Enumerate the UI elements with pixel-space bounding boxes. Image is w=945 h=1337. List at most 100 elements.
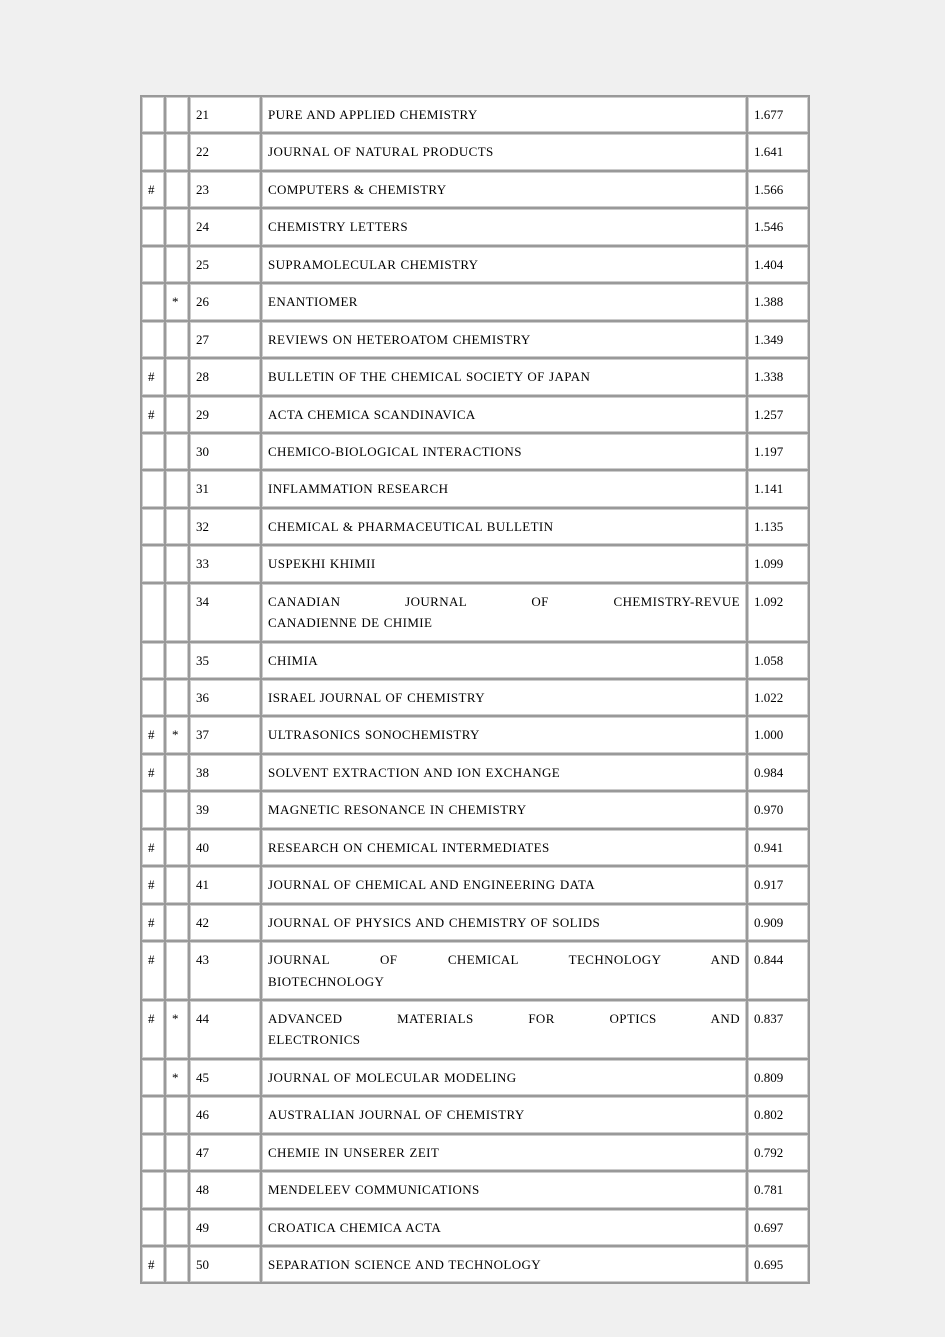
table-row: 25SUPRAMOLECULAR CHEMISTRY1.404 xyxy=(142,247,808,282)
flag1-cell xyxy=(142,584,164,641)
title-line2: BIOTECHNOLOGY xyxy=(268,971,740,992)
table-row: 48MENDELEEV COMMUNICATIONS0.781 xyxy=(142,1172,808,1207)
rank-cell: 26 xyxy=(190,284,260,319)
flag2-cell xyxy=(166,97,188,132)
table-row: 30CHEMICO-BIOLOGICAL INTERACTIONS1.197 xyxy=(142,434,808,469)
impact-cell: 0.917 xyxy=(748,867,808,902)
table-row: 47CHEMIE IN UNSERER ZEIT0.792 xyxy=(142,1135,808,1170)
table-row: # 40RESEARCH ON CHEMICAL INTERMEDIATES0.… xyxy=(142,830,808,865)
flag2-cell xyxy=(166,942,188,999)
flag1-cell: # xyxy=(142,867,164,902)
title-cell: SUPRAMOLECULAR CHEMISTRY xyxy=(262,247,746,282)
rank-cell: 46 xyxy=(190,1097,260,1132)
table-row: 32CHEMICAL & PHARMACEUTICAL BULLETIN1.13… xyxy=(142,509,808,544)
table-row: 27REVIEWS ON HETEROATOM CHEMISTRY1.349 xyxy=(142,322,808,357)
table-row: 21PURE AND APPLIED CHEMISTRY1.677 xyxy=(142,97,808,132)
flag2-cell xyxy=(166,584,188,641)
table-row: 34CANADIAN JOURNAL OF CHEMISTRY-REVUECAN… xyxy=(142,584,808,641)
flag1-cell xyxy=(142,1172,164,1207)
title-cell: RESEARCH ON CHEMICAL INTERMEDIATES xyxy=(262,830,746,865)
table-row: 24CHEMISTRY LETTERS1.546 xyxy=(142,209,808,244)
flag1-cell: # xyxy=(142,1001,164,1058)
flag2-cell xyxy=(166,322,188,357)
rank-cell: 50 xyxy=(190,1247,260,1282)
impact-cell: 0.837 xyxy=(748,1001,808,1058)
table-row: # 42JOURNAL OF PHYSICS AND CHEMISTRY OF … xyxy=(142,905,808,940)
title-cell: USPEKHI KHIMII xyxy=(262,546,746,581)
flag1-cell xyxy=(142,1210,164,1245)
impact-cell: 1.099 xyxy=(748,546,808,581)
title-line2: CANADIENNE DE CHIMIE xyxy=(268,612,740,633)
title-cell: CHEMIE IN UNSERER ZEIT xyxy=(262,1135,746,1170)
title-cell: ULTRASONICS SONOCHEMISTRY xyxy=(262,717,746,752)
title-cell: JOURNAL OF CHEMICAL TECHNOLOGY ANDBIOTEC… xyxy=(262,942,746,999)
impact-cell: 1.338 xyxy=(748,359,808,394)
table-row: # 23COMPUTERS & CHEMISTRY1.566 xyxy=(142,172,808,207)
title-line1: ADVANCED MATERIALS FOR OPTICS AND xyxy=(268,1011,740,1026)
impact-cell: 1.092 xyxy=(748,584,808,641)
rank-cell: 36 xyxy=(190,680,260,715)
impact-cell: 1.546 xyxy=(748,209,808,244)
rank-cell: 41 xyxy=(190,867,260,902)
flag1-cell xyxy=(142,546,164,581)
title-cell: MENDELEEV COMMUNICATIONS xyxy=(262,1172,746,1207)
impact-cell: 0.844 xyxy=(748,942,808,999)
flag2-cell xyxy=(166,209,188,244)
title-cell: JOURNAL OF MOLECULAR MODELING xyxy=(262,1060,746,1095)
impact-cell: 1.000 xyxy=(748,717,808,752)
flag2-cell xyxy=(166,247,188,282)
rank-cell: 47 xyxy=(190,1135,260,1170)
title-cell: JOURNAL OF NATURAL PRODUCTS xyxy=(262,134,746,169)
flag1-cell xyxy=(142,284,164,319)
rank-cell: 30 xyxy=(190,434,260,469)
title-line2: ELECTRONICS xyxy=(268,1029,740,1050)
impact-cell: 0.781 xyxy=(748,1172,808,1207)
flag2-cell xyxy=(166,509,188,544)
impact-cell: 0.970 xyxy=(748,792,808,827)
title-cell: ADVANCED MATERIALS FOR OPTICS AND ELECTRO… xyxy=(262,1001,746,1058)
flag1-cell xyxy=(142,1097,164,1132)
rank-cell: 33 xyxy=(190,546,260,581)
impact-cell: 0.809 xyxy=(748,1060,808,1095)
impact-cell: 0.941 xyxy=(748,830,808,865)
title-line1: CANADIAN JOURNAL OF CHEMISTRY-REVUE xyxy=(268,594,740,609)
title-cell: REVIEWS ON HETEROATOM CHEMISTRY xyxy=(262,322,746,357)
flag2-cell: * xyxy=(166,1060,188,1095)
table-row: # 29ACTA CHEMICA SCANDINAVICA1.257 xyxy=(142,397,808,432)
table-row: # 50SEPARATION SCIENCE AND TECHNOLOGY0.6… xyxy=(142,1247,808,1282)
flag2-cell xyxy=(166,1247,188,1282)
flag1-cell: # xyxy=(142,905,164,940)
title-cell: SEPARATION SCIENCE AND TECHNOLOGY xyxy=(262,1247,746,1282)
rank-cell: 42 xyxy=(190,905,260,940)
flag2-cell xyxy=(166,546,188,581)
impact-cell: 1.135 xyxy=(748,509,808,544)
impact-cell: 1.641 xyxy=(748,134,808,169)
impact-cell: 1.388 xyxy=(748,284,808,319)
impact-cell: 0.792 xyxy=(748,1135,808,1170)
flag1-cell xyxy=(142,643,164,678)
table-row: 31INFLAMMATION RESEARCH1.141 xyxy=(142,471,808,506)
flag1-cell xyxy=(142,322,164,357)
table-row: 39MAGNETIC RESONANCE IN CHEMISTRY0.970 xyxy=(142,792,808,827)
flag2-cell xyxy=(166,1172,188,1207)
rank-cell: 38 xyxy=(190,755,260,790)
title-cell: ENANTIOMER xyxy=(262,284,746,319)
rank-cell: 43 xyxy=(190,942,260,999)
title-cell: COMPUTERS & CHEMISTRY xyxy=(262,172,746,207)
table-row: 46AUSTRALIAN JOURNAL OF CHEMISTRY0.802 xyxy=(142,1097,808,1132)
table-body: 21PURE AND APPLIED CHEMISTRY1.677 22JOUR… xyxy=(142,97,808,1282)
table-row: *26ENANTIOMER1.388 xyxy=(142,284,808,319)
rank-cell: 40 xyxy=(190,830,260,865)
flag2-cell: * xyxy=(166,717,188,752)
table-row: # 38SOLVENT EXTRACTION AND ION EXCHANGE0… xyxy=(142,755,808,790)
impact-cell: 1.404 xyxy=(748,247,808,282)
rank-cell: 32 xyxy=(190,509,260,544)
table-row: # 28BULLETIN OF THE CHEMICAL SOCIETY OF … xyxy=(142,359,808,394)
rank-cell: 22 xyxy=(190,134,260,169)
flag2-cell xyxy=(166,397,188,432)
journal-ranking-table: 21PURE AND APPLIED CHEMISTRY1.677 22JOUR… xyxy=(140,95,810,1284)
rank-cell: 44 xyxy=(190,1001,260,1058)
title-cell: CROATICA CHEMICA ACTA xyxy=(262,1210,746,1245)
flag1-cell: # xyxy=(142,359,164,394)
table-row: 33USPEKHI KHIMII1.099 xyxy=(142,546,808,581)
